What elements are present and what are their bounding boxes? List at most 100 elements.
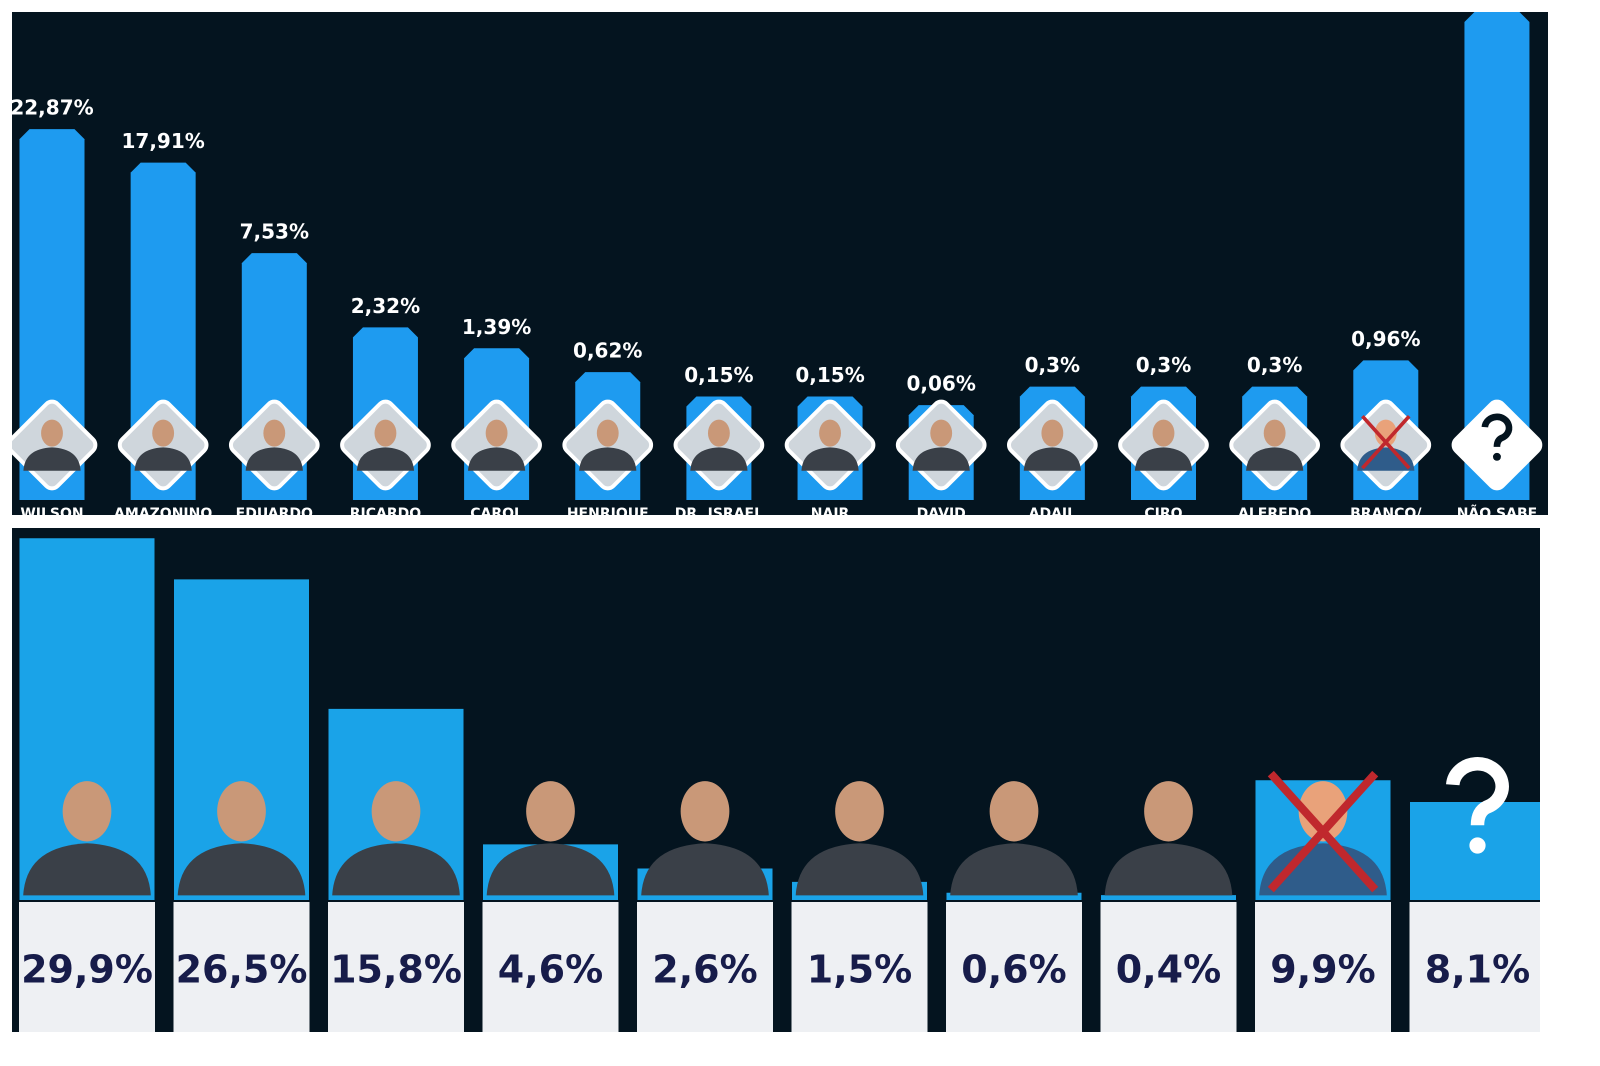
value-label: 0,3% bbox=[1247, 353, 1302, 377]
avatar-head bbox=[217, 781, 266, 842]
avatar-body bbox=[1104, 843, 1233, 896]
value-label: 0,6% bbox=[961, 948, 1066, 992]
category-label: DR. ISRAEL bbox=[675, 506, 763, 522]
avatar-body bbox=[23, 843, 151, 896]
value-label: 2,32% bbox=[351, 294, 420, 318]
avatar-body bbox=[1023, 447, 1081, 471]
value-label: 22,87% bbox=[10, 96, 93, 120]
avatar-body bbox=[1357, 447, 1415, 471]
avatar-head bbox=[374, 419, 397, 447]
value-label: 7,53% bbox=[240, 220, 309, 244]
value-label: 0,15% bbox=[795, 363, 864, 387]
avatar-body bbox=[1259, 843, 1387, 896]
avatar-body bbox=[486, 843, 615, 896]
category-label: AMAZONINO bbox=[114, 506, 212, 522]
avatar-body bbox=[23, 447, 81, 471]
value-label: 26,5% bbox=[176, 948, 308, 992]
avatar-head bbox=[62, 781, 112, 842]
label-box bbox=[1100, 902, 1237, 1032]
label-box bbox=[482, 902, 619, 1032]
cross bbox=[1267, 770, 1379, 893]
value-label: 0,06% bbox=[907, 372, 976, 396]
value-label: 0,3% bbox=[1136, 353, 1191, 377]
value-label: 0,62% bbox=[573, 339, 642, 363]
bottom-chart: 29,9% 26,5% 15,8% 4,6% 2,6% 1,5% 0,6% 0,4% 9,9% 8… bbox=[19, 538, 1540, 1032]
avatar-body bbox=[1246, 447, 1304, 471]
value-label: 0,15% bbox=[684, 363, 753, 387]
category-label: CIRO bbox=[1144, 506, 1182, 522]
question-icon bbox=[1446, 757, 1509, 826]
avatar-body bbox=[177, 843, 306, 896]
avatar-head bbox=[263, 419, 286, 447]
category-label: DAVID bbox=[917, 506, 966, 522]
value-label: 0,96% bbox=[1351, 327, 1420, 351]
avatar-body bbox=[1134, 447, 1193, 471]
value-label: 2,6% bbox=[652, 948, 757, 992]
category-label: HENRIQUE bbox=[567, 506, 649, 522]
avatar-head bbox=[680, 781, 730, 842]
value-label: 17,91% bbox=[121, 129, 204, 153]
avatar-head bbox=[835, 781, 884, 842]
avatar-body bbox=[912, 447, 970, 471]
label-box bbox=[791, 902, 928, 1032]
bar bbox=[1101, 895, 1236, 900]
avatar-body bbox=[245, 447, 303, 471]
avatar-head bbox=[1144, 781, 1193, 842]
label-box bbox=[173, 902, 310, 1032]
label-box bbox=[1255, 902, 1391, 1032]
avatar-body bbox=[134, 447, 192, 471]
category-label: CAROL bbox=[470, 506, 523, 522]
cross bbox=[1361, 414, 1411, 470]
avatar-body bbox=[641, 843, 769, 896]
category-label: ADAIL bbox=[1029, 506, 1077, 522]
avatar-head bbox=[1374, 419, 1397, 447]
category-label: BRANCO/ bbox=[1350, 506, 1422, 522]
avatar-head bbox=[930, 419, 953, 447]
category-label: ALFREDO bbox=[1238, 506, 1311, 522]
question-dot bbox=[1469, 837, 1486, 854]
category-label: EDUARDO bbox=[236, 506, 313, 522]
value-label: 0,4% bbox=[1116, 948, 1221, 992]
value-label: 29,9% bbox=[21, 948, 153, 992]
avatar-head bbox=[1041, 419, 1064, 447]
top-chart: 22,87% WILSON 17,91% AMAZONINO 7,53% EDUARDO 2… bbox=[10, 12, 1543, 522]
bar bbox=[19, 129, 85, 500]
avatar-head bbox=[989, 781, 1039, 842]
label-box bbox=[19, 902, 155, 1032]
avatar-head bbox=[526, 781, 575, 842]
avatar-body bbox=[795, 843, 924, 896]
category-label: NÃO SABE bbox=[1457, 505, 1537, 522]
avatar-head bbox=[707, 419, 730, 447]
avatar-head bbox=[41, 419, 63, 447]
question-icon bbox=[1481, 413, 1513, 448]
bar bbox=[19, 538, 155, 900]
avatar-head bbox=[1152, 419, 1175, 447]
avatar-head bbox=[1263, 419, 1286, 447]
avatar-body bbox=[356, 447, 415, 471]
avatar-body bbox=[468, 447, 526, 471]
avatar-body bbox=[950, 843, 1078, 896]
avatar-head bbox=[485, 419, 508, 447]
label-box bbox=[637, 902, 773, 1032]
label-box bbox=[328, 902, 464, 1032]
value-label: 9,9% bbox=[1270, 948, 1375, 992]
value-label: 0,3% bbox=[1025, 353, 1080, 377]
avatar-head bbox=[371, 781, 421, 842]
avatar-head bbox=[819, 419, 841, 447]
value-label: 4,6% bbox=[498, 948, 603, 992]
label-box bbox=[946, 902, 1082, 1032]
avatar-head bbox=[1298, 781, 1348, 842]
value-label: 1,39% bbox=[462, 315, 531, 339]
bar bbox=[1464, 12, 1530, 500]
avatar-head bbox=[596, 419, 619, 447]
value-label: 15,8% bbox=[330, 948, 462, 992]
avatar-body bbox=[801, 447, 859, 471]
value-label: 8,1% bbox=[1425, 948, 1530, 992]
category-label: NAIR bbox=[811, 506, 850, 522]
category-label: RICARDO bbox=[350, 506, 422, 522]
label-box bbox=[1409, 902, 1540, 1032]
value-label: 1,5% bbox=[807, 948, 912, 992]
question-dot bbox=[1492, 452, 1501, 461]
